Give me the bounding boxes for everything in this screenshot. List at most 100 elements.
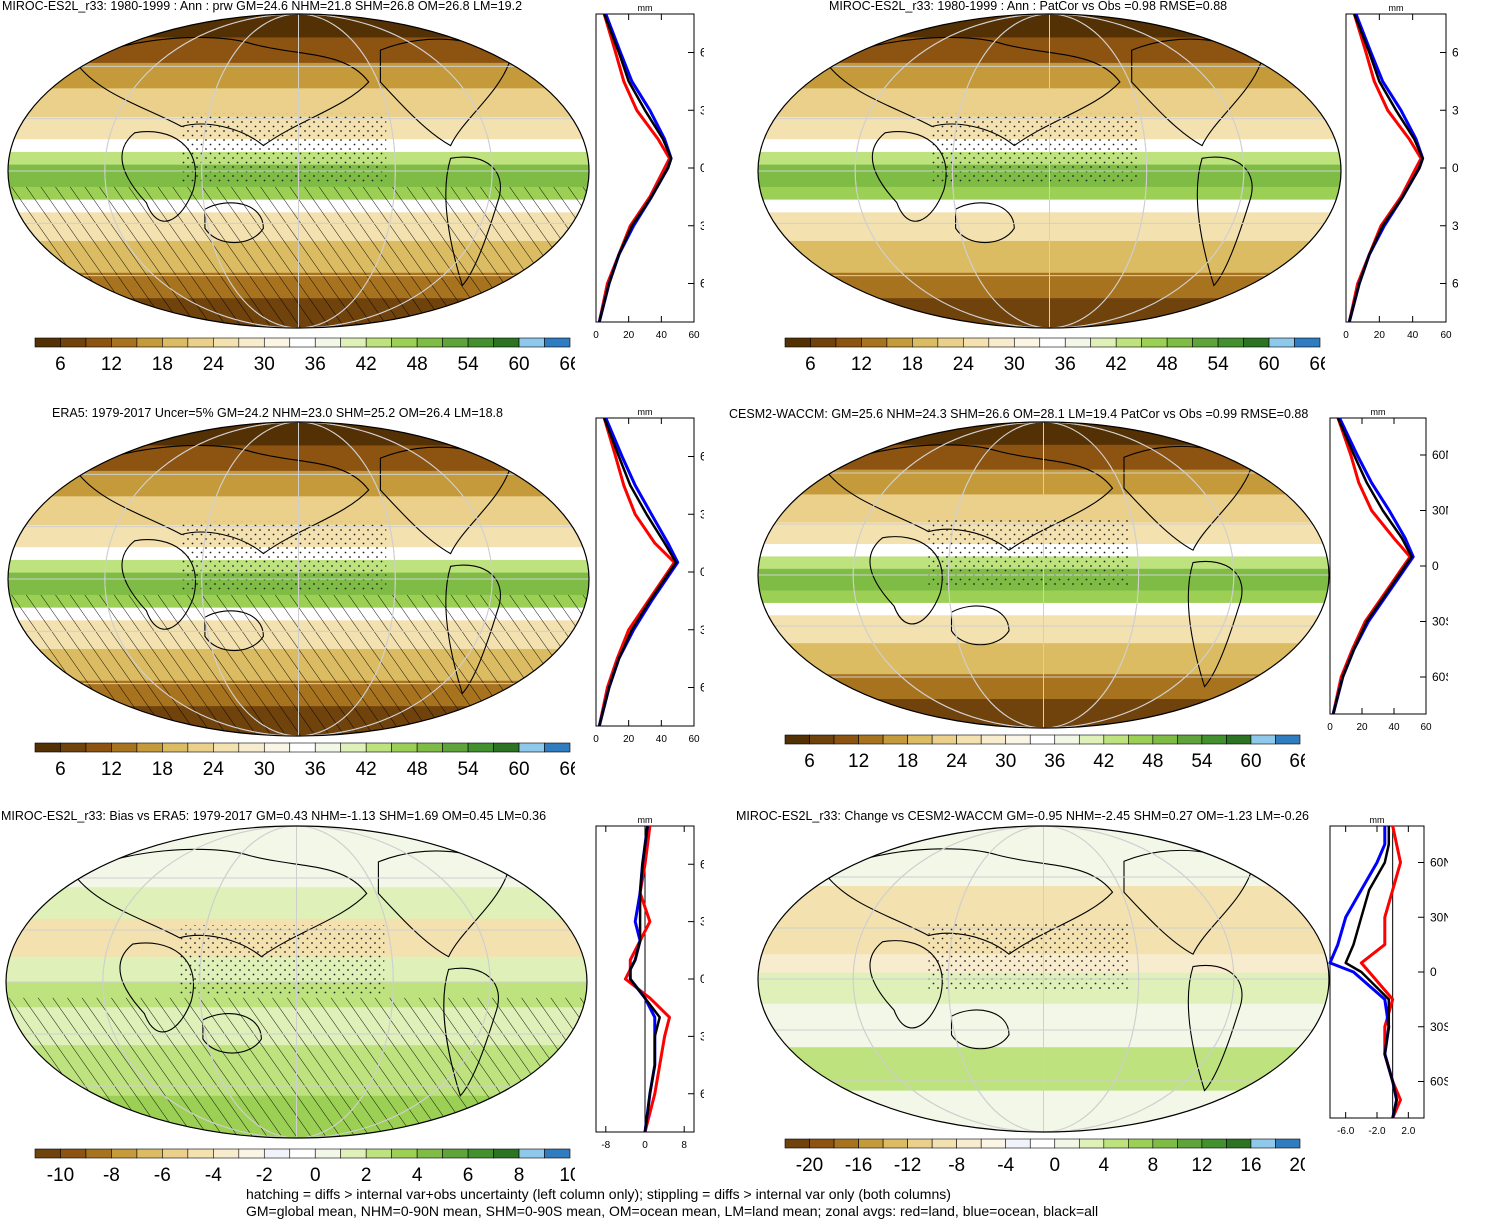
map-panel-6: [757, 825, 1330, 1133]
map-panel-5: [5, 825, 588, 1139]
colorbar-swatch: [365, 337, 392, 348]
colorbar-swatch: [1005, 734, 1031, 745]
colorbar-swatch: [1039, 337, 1066, 348]
colorbar-swatch: [391, 337, 418, 348]
colorbar-swatch: [1152, 734, 1178, 745]
zonal-unit-label: mm: [1370, 815, 1385, 825]
colorbar-swatch: [858, 734, 884, 745]
colorbar-label: 42: [356, 759, 377, 780]
colorbar-label: 12: [101, 759, 122, 780]
colorbar-swatch: [980, 734, 1007, 745]
zonal-series-land: [1347, 13, 1423, 323]
zonal-plot-6: mm 60N 30N 0 30S 60S -6.0 -2.0 2.0: [1328, 815, 1448, 1137]
colorbar-swatch: [365, 1148, 392, 1159]
zonal-y-tick-label: 30N: [1432, 504, 1448, 518]
zonal-x-tick-label: -8: [601, 1140, 610, 1151]
colorbar-label: 30: [254, 759, 275, 780]
zonal-y-tick-label: 60S: [1432, 670, 1448, 684]
colorbar-label: 66: [1309, 354, 1325, 375]
colorbar-swatch: [1275, 1138, 1301, 1149]
colorbar-label: 60: [508, 759, 529, 780]
colorbar-label: 8: [1148, 1155, 1159, 1176]
colorbar-swatch: [1275, 734, 1301, 745]
colorbar-swatch: [60, 337, 87, 348]
colorbar-label: 48: [1157, 354, 1178, 375]
colorbar-label: 24: [203, 759, 225, 780]
colorbar-swatch: [1090, 337, 1117, 348]
colorbar-label: -8: [948, 1155, 965, 1176]
zonal-y-tick-label: 30S: [700, 1029, 704, 1043]
zonal-series-ocean: [1328, 826, 1399, 1119]
colorbar-swatch: [213, 742, 240, 753]
colorbar-swatch: [835, 337, 862, 348]
colorbar-swatch: [833, 1138, 859, 1149]
colorbar-swatch: [833, 734, 859, 745]
colorbar-swatch: [263, 337, 291, 348]
colorbar-swatch: [931, 1138, 957, 1149]
colorbar-swatch: [340, 337, 367, 348]
colorbar-label: 2: [361, 1165, 372, 1186]
colorbar-swatch: [34, 742, 61, 753]
colorbar-swatch: [1250, 1138, 1276, 1149]
colorbar-label: 48: [407, 354, 428, 375]
colorbar-swatch: [1152, 1138, 1178, 1149]
zonal-series-all: [598, 417, 678, 727]
colorbar-swatch: [858, 1138, 884, 1149]
zonal-unit-label: mm: [638, 815, 653, 825]
zonal-x-tick-label: 20: [623, 330, 635, 341]
colorbar-swatch: [416, 742, 443, 753]
colorbar-swatch: [1115, 337, 1142, 348]
panel-title-2: MIROC-ES2L_r33: 1980-1999 : Ann : PatCor…: [829, 0, 1228, 13]
colorbar-swatch: [442, 742, 469, 753]
zonal-series-all: [1348, 13, 1424, 323]
zonal-x-tick-label: -2.0: [1368, 1126, 1386, 1137]
colorbar-swatch: [1005, 1138, 1031, 1149]
zonal-y-tick-label: 0: [700, 565, 704, 579]
colorbar-label: 24: [953, 354, 975, 375]
colorbar-swatch: [1294, 337, 1321, 348]
zonal-x-tick-label: 0: [1327, 722, 1333, 733]
zonal-y-tick-label: 60S: [700, 1087, 704, 1101]
footer-line-1: hatching = diffs > internal var+obs unce…: [246, 1186, 951, 1202]
zonal-y-tick-label: 30S: [1452, 219, 1458, 233]
zonal-plot-1: mm 60N 30N 0 30S 60S 0 20 40 60: [593, 3, 704, 341]
colorbar-label: 6: [55, 759, 66, 780]
colorbar-swatch: [263, 1148, 291, 1159]
zonal-x-tick-label: 40: [1388, 722, 1400, 733]
colorbar-label: 36: [305, 759, 326, 780]
zonal-y-tick-label: 0: [1452, 161, 1458, 175]
colorbar-swatch: [809, 1138, 835, 1149]
colorbar-swatch: [467, 1148, 494, 1159]
zonal-unit-label: mm: [638, 3, 653, 13]
zonal-series-all: [1344, 826, 1398, 1119]
colorbar-swatch: [980, 1138, 1007, 1149]
colorbar-swatch: [1217, 337, 1244, 348]
zonal-unit-label: mm: [1371, 407, 1386, 417]
footer-line-2: GM=global mean, NHM=0-90N mean, SHM=0-90…: [246, 1203, 1099, 1219]
colorbar-swatch: [391, 742, 418, 753]
colorbar-swatch: [907, 734, 933, 745]
colorbar-label: -10: [47, 1165, 74, 1186]
colorbar-swatch: [162, 742, 189, 753]
zonal-y-tick-label: 30S: [1432, 615, 1448, 629]
colorbar-swatch: [784, 734, 810, 745]
colorbar-swatch: [1029, 1138, 1056, 1149]
colorbar-label: 66: [1289, 751, 1305, 772]
colorbar-swatch: [882, 1138, 908, 1149]
colorbar-label: 60: [1258, 354, 1279, 375]
colorbar-swatch: [162, 337, 189, 348]
zonal-series-all: [598, 13, 673, 323]
colorbar-swatch: [289, 1148, 316, 1159]
colorbar-swatch: [289, 337, 316, 348]
colorbar-swatch: [931, 734, 957, 745]
colorbar-swatch: [1177, 1138, 1203, 1149]
colorbar-label: -2: [256, 1165, 273, 1186]
zonal-x-tick-label: 60: [1420, 722, 1432, 733]
colorbar-swatch: [1166, 337, 1193, 348]
colorbar-swatch: [365, 742, 392, 753]
zonal-x-tick-label: 60: [1440, 330, 1452, 341]
colorbar-swatch: [136, 1148, 163, 1159]
zonal-y-tick-label: 30N: [1430, 910, 1448, 924]
colorbar-label: 18: [902, 354, 923, 375]
colorbar-swatch: [1226, 1138, 1252, 1149]
